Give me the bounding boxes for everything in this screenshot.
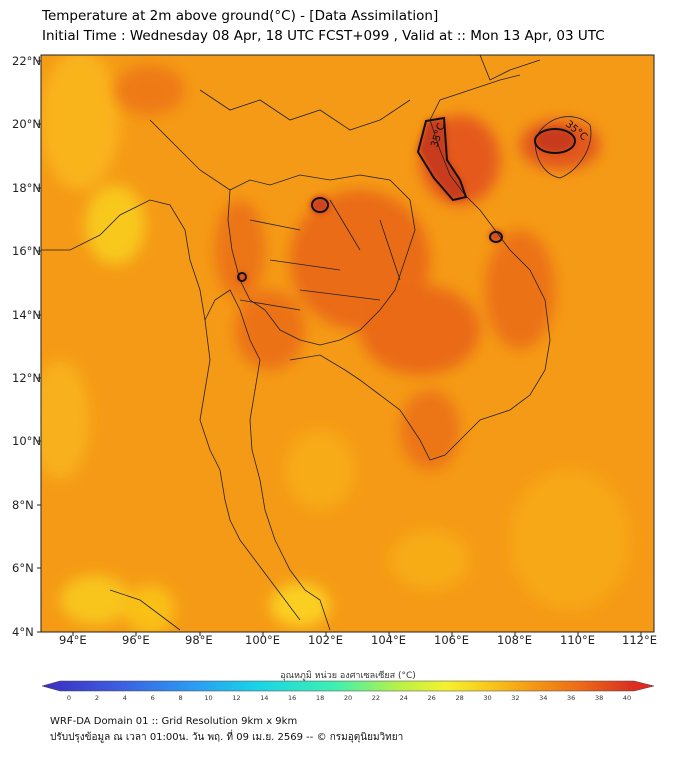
lat-label: 12°N <box>12 371 41 385</box>
colorbar-tick-label: 34 <box>539 694 547 702</box>
colorbar-tick-label: 36 <box>567 694 575 702</box>
lat-label: 20°N <box>12 117 41 131</box>
colorbar-tick-label: 38 <box>595 694 603 702</box>
colorbar-tick-label: 8 <box>179 694 183 702</box>
lon-label: 106°E <box>434 633 469 647</box>
field-cool-areas <box>41 55 630 632</box>
lon-label: 100°E <box>245 633 280 647</box>
colorbar-title: อุณหภูมิ หน่วย องศาเซลเซียส (°C) <box>280 670 416 681</box>
colorbar-tick-label: 20 <box>344 694 352 702</box>
lon-label: 108°E <box>497 633 532 647</box>
colorbar-tick-label: 30 <box>483 694 491 702</box>
colorbar-tick-label: 24 <box>400 694 408 702</box>
lat-label: 4°N <box>12 625 34 639</box>
colorbar-tick-label: 18 <box>316 694 324 702</box>
colorbar-tick-label: 6 <box>151 694 155 702</box>
map-frame <box>40 54 655 633</box>
lat-label: 16°N <box>12 244 41 258</box>
lon-label: 98°E <box>185 633 213 647</box>
chart-title: Temperature at 2m above ground(°C) - [Da… <box>42 8 439 24</box>
colorbar-tick-label: 4 <box>123 694 127 702</box>
lon-label: 104°E <box>371 633 406 647</box>
field-hottest-areas <box>237 118 575 282</box>
chart-subtitle: Initial Time : Wednesday 08 Apr, 18 UTC … <box>42 28 605 44</box>
colorbar-ticks: 0 2 4 6 8 10 12 14 16 18 20 22 24 26 28 30 32 34 36 38 40 <box>67 694 631 702</box>
lat-label: 22°N <box>12 54 41 68</box>
contour-35c <box>237 116 576 282</box>
lat-axis: 22°N 20°N 18°N 16°N 14°N 12°N 10°N 8°N 6… <box>12 54 41 639</box>
colorbar-tick-label: 12 <box>232 694 240 702</box>
coastlines-borders <box>41 55 592 631</box>
footer-update-info: ปรับปรุงข้อมูล ณ เวลา 01:00น. วัน พฤ. ที… <box>50 732 404 743</box>
colorbar-tick-label: 22 <box>372 694 380 702</box>
lat-label: 10°N <box>12 434 41 448</box>
lat-label: 8°N <box>12 498 34 512</box>
footer-model-info: WRF-DA Domain 01 :: Grid Resolution 9km … <box>50 716 298 727</box>
lon-label: 96°E <box>122 633 150 647</box>
lat-label: 14°N <box>12 308 41 322</box>
colorbar-tick-label: 28 <box>455 694 463 702</box>
temperature-field <box>41 55 654 632</box>
field-hot-areas <box>115 65 600 470</box>
colorbar-bar <box>41 680 655 692</box>
lon-label: 110°E <box>560 633 595 647</box>
colorbar-tick-label: 16 <box>288 694 296 702</box>
lon-label: 102°E <box>308 633 343 647</box>
colorbar: อุณหภูมิ หน่วย องศาเซลเซียส (°C) 0 2 4 6 8 10… <box>41 670 655 702</box>
colorbar-tick-label: 26 <box>428 694 436 702</box>
colorbar-tick-label: 2 <box>95 694 99 702</box>
colorbar-tick-label: 32 <box>511 694 519 702</box>
colorbar-tick-label: 14 <box>260 694 268 702</box>
lon-label: 94°E <box>59 633 87 647</box>
colorbar-tick-label: 10 <box>204 694 212 702</box>
lat-label: 6°N <box>12 561 34 575</box>
lat-label: 18°N <box>12 181 41 195</box>
colorbar-tick-label: 0 <box>67 694 71 702</box>
lon-label: 112°E <box>622 633 657 647</box>
lon-axis: 94°E 96°E 98°E 100°E 102°E 104°E 106°E 1… <box>59 632 657 647</box>
colorbar-tick-label: 40 <box>623 694 631 702</box>
